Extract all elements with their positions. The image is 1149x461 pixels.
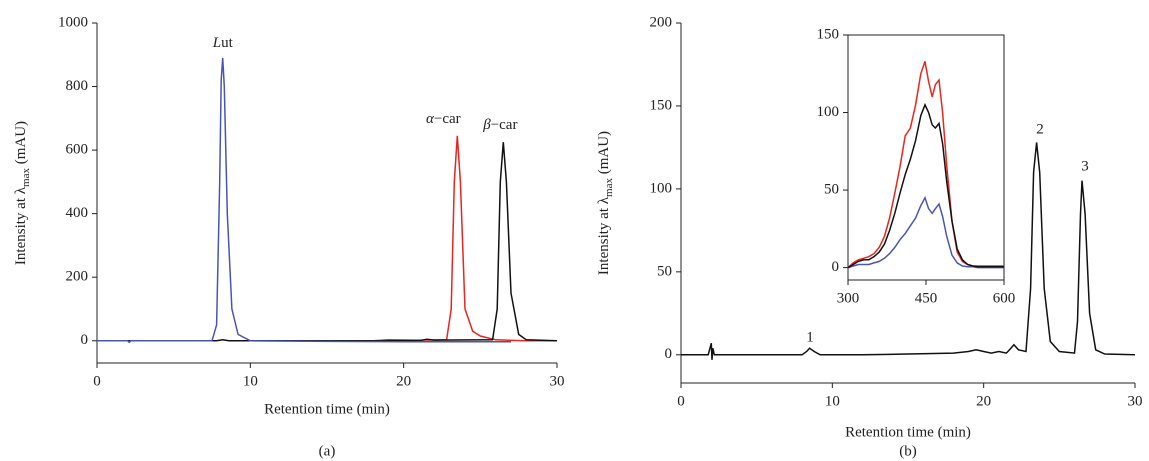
- y-tick-label: 50: [824, 182, 839, 198]
- y-axis-label-part: (mAU): [13, 121, 29, 168]
- x-tick-label: 0: [677, 393, 685, 409]
- y-axis-label-part: (mAU): [596, 131, 612, 178]
- x-tick-label: 450: [915, 290, 938, 306]
- series-line: [847, 102, 1004, 269]
- x-tick-label: 20: [396, 373, 411, 389]
- series-line: [847, 195, 1004, 269]
- y-tick-label: 200: [66, 269, 89, 285]
- y-tick-label: 200: [650, 14, 673, 30]
- y-axis-label-part: Intensity at λ: [596, 196, 612, 275]
- y-tick-label: 400: [66, 205, 89, 221]
- plot-frame: [847, 34, 1005, 281]
- y-axis-label-part: max: [20, 168, 32, 187]
- series-line: [681, 142, 1136, 360]
- x-tick-label: 600: [993, 290, 1016, 306]
- x-axis-label: Retention time (min): [264, 401, 390, 417]
- x-tick-label: 30: [1128, 393, 1143, 409]
- series-line: [372, 135, 557, 342]
- series-line: [97, 142, 558, 342]
- y-axis-label: Intensity at λmax (mAU): [13, 121, 31, 265]
- y-tick-label: 0: [832, 259, 840, 275]
- y-tick-label: 150: [650, 97, 673, 113]
- x-tick-label: 0: [93, 373, 101, 389]
- y-tick-label: 0: [81, 332, 89, 348]
- y-tick-label: 0: [665, 346, 673, 362]
- peak-label: Lut: [212, 35, 234, 51]
- y-tick-label: 1000: [58, 14, 88, 30]
- y-axis-label-part: Intensity at λ: [13, 186, 29, 265]
- y-tick-label: 800: [66, 78, 89, 94]
- y-tick-label: 50: [657, 263, 672, 279]
- peak-annotation: 2: [1036, 121, 1044, 137]
- series-line: [97, 57, 511, 344]
- y-tick-label: 100: [817, 104, 840, 120]
- y-tick-label: 100: [650, 180, 673, 196]
- peak-label: β−car: [482, 118, 517, 134]
- x-tick-label: 20: [976, 393, 991, 409]
- y-axis-label: Intensity at λmax (mAU): [596, 131, 614, 275]
- x-tick-label: 30: [550, 373, 565, 389]
- peak-annotation: 3: [1081, 158, 1089, 174]
- x-tick-label: 300: [837, 290, 860, 306]
- x-tick-label: 10: [825, 393, 840, 409]
- y-tick-label: 150: [817, 26, 840, 42]
- panel-caption: (b): [899, 443, 917, 459]
- peak-annotation: 1: [806, 329, 814, 345]
- y-tick-label: 600: [66, 142, 89, 158]
- peak-label: α−car: [426, 111, 461, 127]
- y-axis-label-part: max: [603, 178, 615, 197]
- panel-caption: (a): [319, 443, 336, 459]
- x-axis-label: Retention time (min): [845, 424, 971, 440]
- x-tick-label: 10: [243, 373, 258, 389]
- series-line: [847, 61, 1004, 269]
